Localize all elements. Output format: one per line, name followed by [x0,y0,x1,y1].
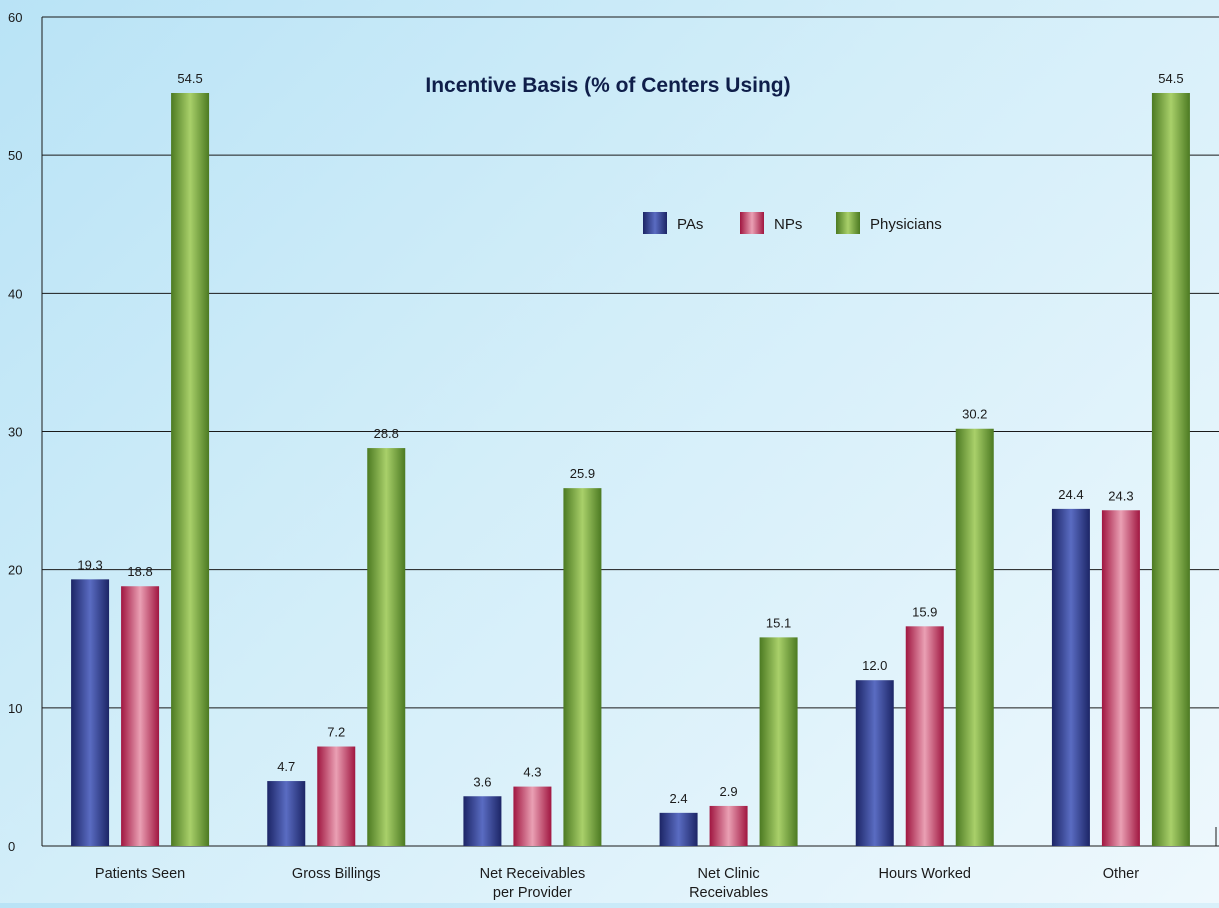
x-tick-label: Other [1103,866,1139,882]
legend-swatch-nps [740,212,764,234]
x-tick-label: Hours Worked [879,866,971,882]
data-label: 18.8 [127,564,152,579]
bar-physicians [367,448,406,846]
x-tick-label: Net Receivables [480,866,586,882]
legend: PAs NPs Physicians [643,212,942,234]
data-label: 24.3 [1108,488,1133,503]
x-tick-label: Patients Seen [95,866,185,882]
bar-physicians [171,92,210,846]
data-label: 15.1 [766,615,791,630]
bar-physicians [759,637,798,846]
y-tick-label: 20 [8,563,22,578]
data-label: 2.4 [670,791,688,806]
data-label: 15.9 [912,604,937,619]
data-label: 2.9 [720,784,738,799]
bar-pas [1051,508,1090,846]
data-label: 4.7 [277,759,295,774]
legend-swatch-pas [643,212,667,234]
bar-pas [71,579,110,846]
data-label: 30.2 [962,407,987,422]
data-label: 54.5 [1158,71,1183,86]
y-tick-label: 0 [8,839,15,854]
x-tick-label: per Provider [493,885,572,901]
legend-swatch-physicians [836,212,860,234]
y-tick-label: 40 [8,286,22,301]
data-label: 3.6 [473,774,491,789]
x-tick-label: Receivables [689,885,768,901]
data-label: 28.8 [374,426,399,441]
legend-label: NPs [774,216,802,233]
bar-pas [855,680,894,846]
bar-physicians [563,488,602,846]
x-tick-label: Gross Billings [292,866,381,882]
chart-title: Incentive Basis (% of Centers Using) [425,74,790,97]
y-tick-label: 50 [8,148,22,163]
bar-physicians [1151,92,1190,846]
bar-nps [1101,510,1140,846]
legend-label: PAs [677,216,703,233]
legend-label: Physicians [870,216,942,233]
bar-nps [317,746,356,846]
bar-nps [709,805,748,846]
data-label: 7.2 [327,725,345,740]
data-label: 19.3 [77,557,102,572]
data-label: 25.9 [570,466,595,481]
data-label: 24.4 [1058,487,1083,502]
bar-nps [513,786,552,846]
bar-nps [121,586,160,846]
y-tick-label: 30 [8,425,22,440]
y-tick-label: 60 [8,10,22,25]
data-label: 4.3 [523,765,541,780]
x-tick-label: Net Clinic [698,866,760,882]
bar-nps [905,626,944,846]
data-label: 54.5 [177,71,202,86]
bar-physicians [955,428,994,846]
y-tick-label: 10 [8,701,22,716]
data-label: 12.0 [862,658,887,673]
bar-pas [463,796,502,846]
bar-pas [267,781,306,846]
bar-pas [659,812,698,846]
